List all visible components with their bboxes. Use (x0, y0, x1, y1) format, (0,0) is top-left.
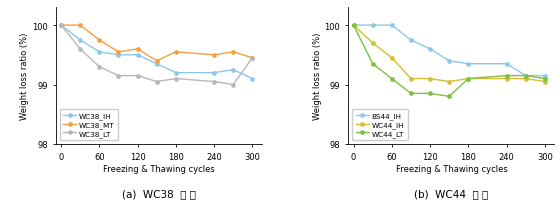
WC38_MT (115, 51, 122, 54)
WC44_LT (522, 75, 529, 77)
WC44_LT (427, 93, 433, 95)
WC38_MT (230, 51, 237, 54)
Line: WC44_IH: WC44_IH (352, 24, 547, 84)
WC38_MT (153, 60, 160, 63)
WC38_LT (58, 25, 64, 27)
WC44_IH (427, 78, 433, 80)
BS44_IH (389, 25, 395, 27)
WC38_MT (77, 25, 83, 27)
WC38_IH (230, 69, 237, 71)
WC38_LT (211, 81, 217, 83)
Line: WC44_LT: WC44_LT (352, 24, 547, 99)
WC38_IH (58, 25, 64, 27)
WC44_IH (465, 78, 472, 80)
Legend: BS44_IH, WC44_IH, WC44_LT: BS44_IH, WC44_IH, WC44_LT (352, 110, 408, 141)
BS44_IH (446, 60, 452, 63)
WC38_IH (153, 63, 160, 66)
WC44_IH (369, 42, 376, 45)
WC44_LT (446, 96, 452, 98)
Legend: WC38_IH, WC38_MT, WC38_LT: WC38_IH, WC38_MT, WC38_LT (59, 110, 118, 141)
WC38_MT (172, 51, 179, 54)
Text: (b)  WC44  배 합: (b) WC44 배 합 (414, 188, 488, 198)
WC38_IH (134, 54, 141, 57)
Line: WC38_IH: WC38_IH (59, 24, 254, 81)
WC38_IH (211, 72, 217, 75)
BS44_IH (503, 63, 510, 66)
X-axis label: Freezing & Thawing cycles: Freezing & Thawing cycles (103, 164, 215, 173)
WC44_IH (446, 81, 452, 83)
WC44_IH (522, 78, 529, 80)
WC38_IH (172, 72, 179, 75)
WC44_IH (542, 81, 548, 83)
Y-axis label: Weight loss ratio (%): Weight loss ratio (%) (20, 33, 29, 120)
BS44_IH (427, 48, 433, 51)
WC38_LT (249, 57, 256, 60)
Text: (a)  WC38  배 합: (a) WC38 배 합 (122, 188, 196, 198)
BS44_IH (350, 25, 357, 27)
WC44_LT (465, 78, 472, 80)
WC44_LT (369, 63, 376, 66)
WC38_MT (58, 25, 64, 27)
BS44_IH (465, 63, 472, 66)
WC38_LT (134, 75, 141, 77)
WC38_MT (134, 48, 141, 51)
WC38_LT (172, 78, 179, 80)
WC38_MT (249, 57, 256, 60)
Line: BS44_IH: BS44_IH (352, 24, 547, 78)
Line: WC38_MT: WC38_MT (59, 24, 254, 63)
WC38_LT (115, 75, 122, 77)
WC38_LT (153, 81, 160, 83)
BS44_IH (408, 40, 414, 42)
WC44_LT (542, 78, 548, 80)
WC38_LT (96, 66, 102, 69)
WC44_IH (408, 78, 414, 80)
WC38_IH (96, 51, 102, 54)
WC44_LT (389, 78, 395, 80)
WC44_IH (503, 78, 510, 80)
BS44_IH (369, 25, 376, 27)
WC38_IH (249, 78, 256, 80)
WC38_MT (96, 40, 102, 42)
BS44_IH (522, 75, 529, 77)
WC38_LT (77, 48, 83, 51)
Line: WC38_LT: WC38_LT (59, 24, 254, 87)
Y-axis label: Weight loss ratio (%): Weight loss ratio (%) (312, 33, 321, 120)
WC44_LT (350, 25, 357, 27)
WC44_LT (503, 75, 510, 77)
WC38_MT (211, 54, 217, 57)
BS44_IH (542, 75, 548, 77)
WC38_IH (115, 54, 122, 57)
WC38_LT (230, 84, 237, 86)
WC38_IH (77, 40, 83, 42)
WC44_IH (389, 57, 395, 60)
WC44_LT (408, 93, 414, 95)
WC44_IH (350, 25, 357, 27)
X-axis label: Freezing & Thawing cycles: Freezing & Thawing cycles (395, 164, 507, 173)
